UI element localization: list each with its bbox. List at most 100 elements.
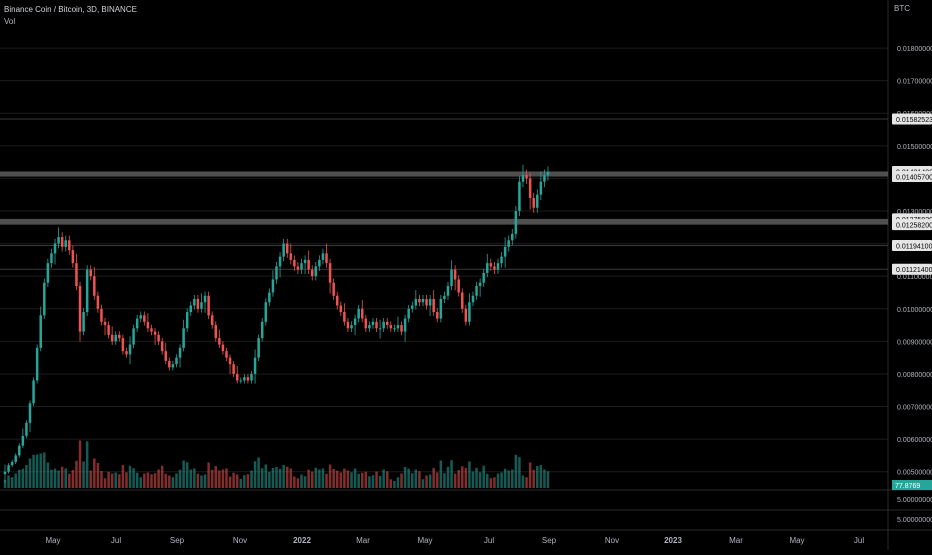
candle-body [432,298,435,313]
volume-legend[interactable]: Vol [4,17,16,26]
candle-body [325,253,328,264]
volume-bar [475,467,478,488]
volume-bar [235,474,239,488]
candle-body [96,295,100,309]
y-tick-label: 0.00800000 [897,372,932,379]
volume-bar [289,468,293,488]
x-tick-label: Jul [111,536,121,545]
candle-body [257,338,260,358]
currency-label[interactable]: BTC [894,4,910,13]
candle-body [500,256,503,264]
volume-bar [193,468,196,488]
volume-bar [389,479,393,488]
candle-body [364,318,368,329]
volume-bar [114,472,117,488]
volume-bar [314,467,318,488]
volume-bar [89,470,92,488]
candle-body [210,315,214,326]
candle-body [407,308,410,319]
volume-bar [486,473,489,488]
candle-body [193,298,196,306]
candle-body [393,328,396,330]
volume-bar [121,465,125,488]
volume-bars [3,440,550,488]
volume-value-text: 77.8769 [895,483,920,490]
candle-body [439,298,443,319]
x-tick-label: Nov [605,536,619,545]
candle-body [278,256,282,267]
candle-body [421,298,425,303]
candle-body [50,253,53,264]
volume-bar [375,471,378,488]
candle-body [271,279,275,293]
volume-bar [525,477,528,488]
price-label: 0.01121400 [892,263,932,275]
candle-body [507,240,510,247]
candle-body [343,312,346,322]
candle-body [293,259,296,267]
price-label-text: 0.01258200 [896,223,932,230]
y-tick-label: 0.01500000 [897,144,932,151]
candle-body [514,211,518,234]
candle-body [114,334,117,342]
candle-body [275,266,278,280]
volume-bar [443,473,446,488]
volume-bar [418,471,421,488]
candle-body [171,364,175,368]
x-tick-label: Jul [484,536,494,545]
candle-body [178,347,182,358]
x-tick-label: 2023 [664,536,682,545]
volume-bar [503,468,507,488]
candle-body [528,178,532,198]
candle-body [403,318,407,332]
volume-bar [414,469,418,488]
price-label: 0.01258200 [892,219,932,231]
candle-body [335,295,339,306]
price-label-text: 0.01582523 [896,117,932,124]
candle-body [518,181,521,212]
price-label-text: 0.01194100 [896,244,932,251]
volume-bar [118,474,121,488]
volume-bar [189,469,193,488]
axes: 0.018000000.017000000.016000000.01500000… [45,46,932,545]
candle-body [168,360,171,368]
candle-body [232,364,235,374]
volume-bar [436,472,439,488]
candle-body [496,263,500,270]
candle-body [150,328,153,332]
symbol-title[interactable]: Binance Coin / Bitcoin, 3D, BINANCE [4,5,137,14]
volume-bar [160,465,164,488]
volume-bar [400,473,403,488]
volume-bar [511,469,514,488]
candle-body [78,285,82,332]
candle-body [446,285,450,296]
y-tick-label: 0.00900000 [897,339,932,346]
volume-bar [78,440,82,488]
volume-bar [253,461,257,488]
volume-bar [75,460,78,488]
volume-bar [521,475,525,488]
candle-body [25,422,28,436]
candle-body [207,295,210,316]
zone-layer [0,118,888,270]
y-tick-label: 0.01100000 [897,274,932,281]
candle-body [346,321,350,329]
candles [3,164,550,483]
price-label-box [892,171,932,183]
price-label-text: 0.01121400 [896,267,932,274]
volume-bar [128,465,132,488]
candle-body [89,269,92,277]
candle-body [450,269,453,286]
volume-bar [264,464,268,488]
candle-body [511,233,514,241]
candle-body [414,298,418,306]
lower-pane-label: 5.00000000 [897,497,932,504]
volume-bar [171,477,175,488]
candle-body [203,295,207,303]
volume-bar [225,468,228,488]
candle-body [100,308,103,322]
candle-body [428,298,432,306]
candle-body [436,312,439,319]
